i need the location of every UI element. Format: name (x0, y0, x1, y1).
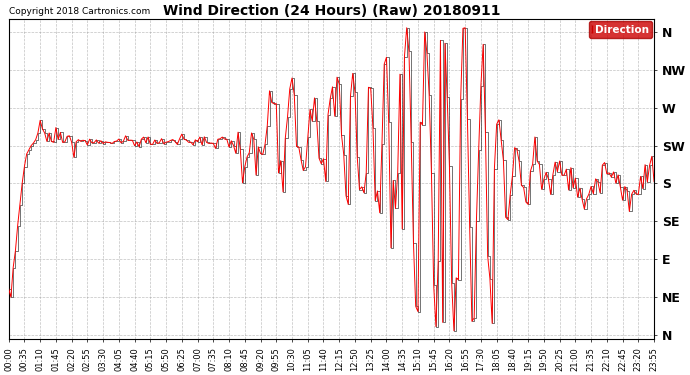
Text: Copyright 2018 Cartronics.com: Copyright 2018 Cartronics.com (9, 7, 150, 16)
Title: Wind Direction (24 Hours) (Raw) 20180911: Wind Direction (24 Hours) (Raw) 20180911 (163, 4, 500, 18)
Legend: Direction: Direction (589, 21, 652, 38)
